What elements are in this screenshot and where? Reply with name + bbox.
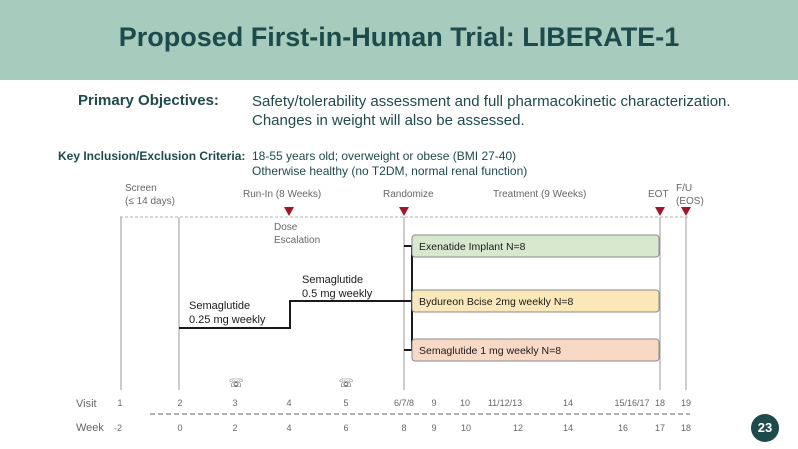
week-number: -2 (114, 423, 122, 433)
week-number: 4 (286, 423, 291, 433)
visit-number: 15/16/17 (614, 398, 649, 408)
label-escalation: Escalation (274, 235, 320, 246)
visit-number: 18 (655, 398, 665, 408)
arm-box-bydureon (411, 289, 660, 313)
week-number: 18 (681, 423, 691, 433)
label-sema-05-2: 0.5 mg weekly (302, 288, 373, 300)
label-fu: F/U (676, 183, 692, 194)
visit-number: 19 (681, 398, 691, 408)
arm-label-exenatide: Exenatide Implant N=8 (419, 241, 526, 253)
marker-eot (655, 207, 665, 216)
visit-number: 14 (563, 398, 573, 408)
primary-objectives-text: Safety/tolerability assessment and full … (252, 92, 782, 130)
week-number: 12 (513, 423, 523, 433)
visit-number: 1 (117, 398, 122, 408)
arm-box-semaglutide (411, 338, 660, 362)
marker-randomize (399, 207, 409, 216)
visit-number: 6/7/8 (394, 398, 414, 408)
primary-objectives-label: Primary Objectives: (78, 92, 219, 109)
label-treatment: Treatment (9 Weeks) (493, 189, 586, 200)
label-eos: (EOS) (676, 196, 704, 207)
label-sema-025-2: 0.25 mg weekly (189, 314, 266, 326)
week-number: 2 (232, 423, 237, 433)
week-number: 14 (563, 423, 573, 433)
header-band (0, 0, 798, 80)
label-runin: Run-In (8 Weeks) (243, 189, 321, 200)
phone-icon: ☏ (228, 376, 243, 390)
week-number: 8 (401, 423, 406, 433)
week-ticks: -2 0 2 4 6 8 9 10 12 14 16 17 18 (114, 423, 691, 433)
criteria-line1: 18-55 years old; overweight or obese (BM… (252, 149, 517, 163)
label-screen-days: (≤ 14 days) (125, 196, 175, 207)
visit-ticks: 1 2 3 4 5 6/7/8 9 10 11/12/13 14 15/16/17 18 19 (117, 398, 691, 408)
week-number: 10 (461, 423, 471, 433)
arm-box-exenatide (411, 234, 660, 258)
visit-number: 4 (286, 398, 291, 408)
week-number: 6 (343, 423, 348, 433)
week-number: 9 (431, 423, 436, 433)
primary-objectives-line1: Safety/tolerability assessment and full … (252, 93, 731, 110)
label-randomize: Randomize (383, 189, 434, 200)
visit-number: 10 (460, 398, 470, 408)
label-sema-05-1: Semaglutide (302, 274, 363, 286)
week-row-label: Week (76, 422, 104, 434)
phone-icon: ☏ (338, 376, 353, 390)
visit-number: 9 (431, 398, 436, 408)
page-number-badge: 23 (751, 414, 779, 442)
label-sema-025-1: Semaglutide (189, 300, 250, 312)
visit-number: 3 (232, 398, 237, 408)
arm-label-semaglutide: Semaglutide 1 mg weekly N=8 (419, 345, 561, 357)
criteria-text: 18-55 years old; overweight or obese (BM… (252, 149, 527, 179)
week-number: 16 (618, 423, 628, 433)
run-in-dose-line (179, 300, 404, 329)
marker-fu (681, 207, 691, 216)
arm-label-bydureon: Bydureon Bcise 2mg weekly N=8 (419, 296, 574, 308)
visit-number: 11/12/13 (488, 398, 522, 408)
criteria-line2: Otherwise healthy (no T2DM, normal renal… (252, 164, 528, 178)
slide-title: Proposed First-in-Human Trial: LIBERATE-… (118, 22, 680, 52)
primary-objectives-line2: Changes in weight will also be assessed. (252, 112, 525, 129)
visit-number: 2 (177, 398, 182, 408)
marker-dose-escalation (284, 207, 294, 216)
week-number: 0 (177, 423, 182, 433)
label-eot: EOT (648, 189, 669, 200)
visit-number: 5 (343, 398, 348, 408)
label-dose: Dose (274, 222, 298, 233)
criteria-label: Key Inclusion/Exclusion Criteria: (58, 149, 246, 163)
label-screen: Screen (125, 183, 157, 194)
visit-row-label: Visit (76, 398, 97, 410)
week-number: 17 (655, 423, 665, 433)
